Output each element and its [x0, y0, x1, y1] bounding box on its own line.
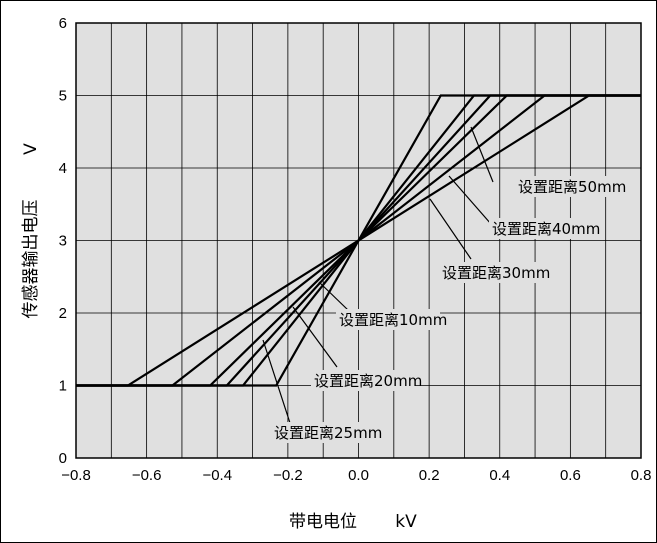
annotation-bg	[336, 309, 440, 330]
x-tick-label: −0.4	[202, 467, 232, 484]
y-tick-label: 4	[59, 160, 67, 177]
x-tick-label: −0.6	[132, 467, 162, 484]
x-tick-label: 0.4	[489, 467, 510, 484]
annotation-layer: 设置距离50mm 设置距离40mm 设置距离30mm 设置距离10mm 设置距离20mm…	[262, 126, 626, 443]
series-layer	[76, 94, 641, 387]
annotation-bg	[489, 218, 593, 239]
y-tick-label: 3	[59, 233, 67, 250]
y-tick-label: 5	[59, 88, 67, 105]
annotation-bg	[271, 422, 375, 443]
y-axis-label: 传感器输出电压	[21, 200, 41, 319]
annotation-leader	[262, 339, 291, 424]
x-tick-label: 0.6	[560, 467, 581, 484]
y-axis-unit: V	[21, 143, 41, 155]
annotation-label: 设置距离25mm	[274, 424, 382, 442]
annotation-label: 设置距离10mm	[339, 311, 447, 329]
series-line	[76, 94, 641, 387]
y-tick-label: 2	[59, 305, 67, 322]
annotation-leader	[429, 198, 472, 260]
x-axis-unit: kV	[395, 512, 417, 532]
x-tick-label: −0.2	[273, 467, 303, 484]
annotation-bg	[439, 262, 543, 283]
x-axis-label: 带电电位	[289, 512, 357, 532]
annotation-leader	[318, 281, 350, 312]
y-tick-label: 6	[59, 15, 67, 32]
x-tick-label: 0.0	[348, 467, 369, 484]
y-tick-label: 0	[59, 450, 67, 467]
annotation-leader	[292, 306, 338, 368]
annotation-bg	[515, 176, 619, 197]
x-tick-label: −0.8	[61, 467, 91, 484]
annotation-bg	[311, 370, 415, 391]
annotation-label: 设置距离20mm	[314, 372, 422, 390]
annotation-label: 设置距离30mm	[442, 264, 550, 282]
annotation-leader	[448, 175, 492, 225]
tick-layer: −0.8 −0.6 −0.4 −0.2 0.0 0.2 0.4 0.6 0.8 0 1 2 3 4 5 6	[59, 15, 652, 484]
y-tick-label: 1	[59, 378, 67, 395]
annotation-label: 设置距离40mm	[492, 220, 600, 238]
annotation-label: 设置距离50mm	[518, 178, 626, 196]
x-tick-label: 0.2	[419, 467, 440, 484]
annotation-leader	[470, 126, 494, 183]
x-tick-label: 0.8	[631, 467, 652, 484]
plot-frame	[75, 22, 642, 459]
